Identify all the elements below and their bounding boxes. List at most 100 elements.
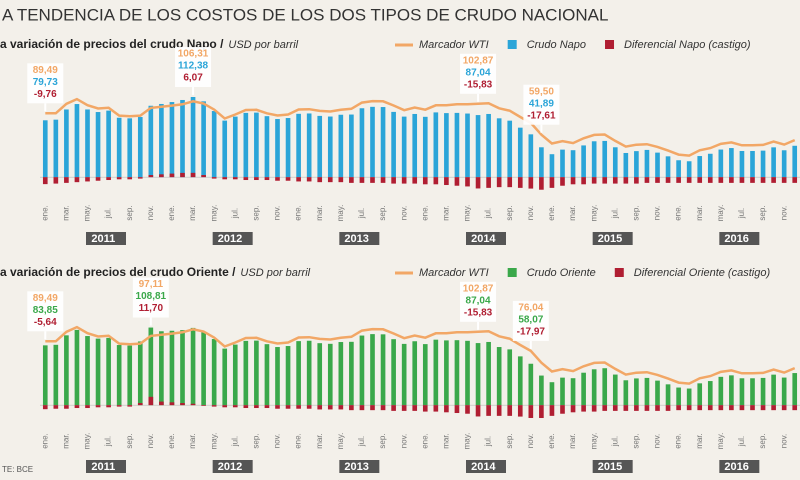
bar [496, 177, 502, 188]
bar [560, 405, 565, 414]
x-tick-label: sep. [251, 205, 260, 220]
label-box [460, 53, 497, 94]
x-tick-label: mar. [315, 205, 324, 221]
value-label: 102,87 [463, 55, 494, 66]
x-tick-label: mar. [61, 433, 70, 449]
x-tick-label: sep. [505, 205, 514, 220]
year-label: 2014 [471, 233, 496, 245]
bar [190, 327, 196, 406]
bar [528, 134, 534, 178]
label-box [523, 84, 560, 125]
value-label: 97,11 [139, 279, 164, 290]
bar [296, 405, 301, 409]
bar [560, 149, 565, 178]
bar [211, 177, 217, 179]
bar [42, 345, 48, 406]
bar [602, 405, 608, 411]
x-tick-label: sep. [378, 433, 387, 448]
x-tick-label: sep. [378, 205, 387, 220]
bar [296, 177, 301, 182]
bar [623, 380, 629, 406]
bar [169, 330, 175, 406]
x-tick-label: jul. [104, 208, 113, 219]
bar [201, 405, 206, 406]
bar [570, 150, 576, 178]
bar [95, 405, 101, 408]
bar [496, 347, 502, 406]
x-tick-label: ene. [547, 433, 556, 449]
bar [444, 177, 449, 186]
x-tick-label: nov. [779, 434, 788, 449]
bar [581, 145, 586, 178]
bar [148, 396, 154, 406]
bar [264, 405, 270, 409]
bar [401, 405, 407, 411]
bar [159, 401, 164, 406]
value-label: 79,73 [33, 77, 58, 88]
value-label: 83,85 [33, 305, 58, 316]
bar [127, 345, 133, 406]
bar [707, 177, 713, 183]
x-tick-label: may. [716, 205, 725, 222]
label-box [27, 63, 64, 104]
bar [771, 177, 776, 183]
bar [349, 114, 354, 178]
chart-title: a variación de precios del crudo Napo / [0, 37, 224, 51]
bar [686, 405, 692, 411]
x-tick-label: ene. [40, 205, 49, 221]
bar [454, 405, 460, 414]
bar [581, 177, 586, 185]
bar [739, 177, 745, 183]
bar [792, 145, 798, 178]
bar [137, 177, 143, 179]
label-box [460, 281, 497, 322]
bar [180, 403, 185, 406]
main-title: A TENDENCIA DE LOS COSTOS DE LOS DOS TIP… [2, 5, 608, 24]
bar [634, 378, 639, 406]
bar [760, 150, 766, 178]
bar [422, 116, 428, 178]
bar [644, 377, 650, 406]
bar [486, 113, 491, 178]
x-tick-label: nov. [653, 434, 662, 449]
bar [539, 177, 544, 190]
bar [391, 405, 396, 411]
year-box [339, 460, 380, 473]
value-label: 11,70 [139, 303, 164, 314]
bar [507, 120, 513, 178]
bar [454, 177, 460, 186]
value-label: 41,89 [529, 98, 554, 109]
bar [349, 177, 354, 183]
bar [444, 113, 449, 178]
bar [317, 405, 323, 410]
value-label: 87,04 [466, 67, 491, 78]
year-box [719, 460, 760, 473]
year-label: 2011 [91, 461, 115, 473]
bar [159, 103, 164, 178]
x-tick-label: jul. [484, 436, 493, 447]
bar [517, 127, 523, 178]
year-box [592, 460, 633, 473]
x-tick-label: may. [463, 205, 472, 222]
bar [707, 381, 713, 406]
x-tick-label: jul. [737, 436, 746, 447]
bar [116, 345, 122, 406]
bar [380, 405, 386, 411]
bar [95, 112, 101, 178]
bar [254, 340, 259, 406]
bar [275, 347, 280, 406]
value-label: 87,04 [466, 295, 491, 306]
bar [222, 120, 228, 178]
bar [222, 405, 228, 408]
bar [64, 177, 69, 183]
x-tick-label: ene. [547, 205, 556, 221]
bar [169, 173, 175, 178]
bar [306, 340, 312, 406]
bar [412, 177, 418, 184]
bar [707, 405, 713, 411]
x-tick-label: jul. [610, 436, 619, 447]
x-tick-label: ene. [167, 433, 176, 449]
bar [275, 119, 280, 178]
bar [42, 120, 48, 178]
source: TE: BCE [2, 465, 33, 474]
